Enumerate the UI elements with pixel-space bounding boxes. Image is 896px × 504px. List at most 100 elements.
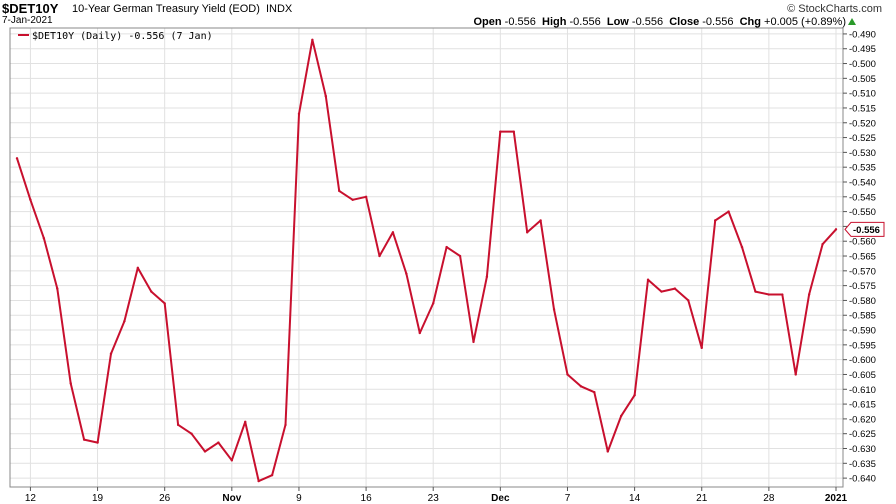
data-point [123,319,126,323]
chart-title: 10-Year German Treasury Yield (EOD) INDX [72,3,292,15]
data-point [42,237,46,240]
x-tick-label: 14 [629,493,641,504]
grid [10,28,843,487]
data-point [472,340,475,344]
x-axis: 12 19 26 Nov 9 16 23 Dec 7 14 21 28 2021 [25,487,848,504]
y-tick-label: -0.490 [849,29,876,40]
data-point [458,254,462,258]
open-value: -0.556 [504,16,536,28]
data-point [190,432,193,435]
y-tick-label: -0.550 [849,207,876,218]
data-point [56,287,59,290]
y-tick-label: -0.520 [849,118,876,129]
y-tick-label: -0.605 [849,370,876,381]
y-tick-label: -0.565 [849,252,876,263]
close-value: -0.556 [702,16,734,28]
y-tick-label: -0.585 [849,311,876,322]
last-value-flag [844,221,885,237]
data-point [485,275,489,278]
data-point [163,302,166,305]
data-point [593,391,596,394]
x-tick-label: 26 [159,493,171,504]
data-point [566,373,569,376]
data-point [284,423,287,427]
legend: $DET10Y (Daily) -0.556 (7 Jan) [18,31,213,42]
last-value-marker: -0.556 [844,221,885,237]
data-point [539,219,542,222]
chg-value: +0.005 (+0.89%) [764,16,846,28]
data-point [740,245,744,249]
chg-label: Chg [739,16,761,28]
y-tick-label: -0.590 [849,326,876,337]
high-value: -0.556 [569,16,601,28]
y-tick-label: -0.610 [849,385,876,396]
data-point [727,210,730,213]
data-point [552,308,556,311]
data-point [418,331,421,335]
legend-label: $DET10Y (Daily) -0.556 (7 Jan) [32,31,213,42]
data-point [29,198,32,201]
data-point [257,479,260,483]
x-tick-label: 23 [428,493,440,504]
data-point [834,228,838,231]
data-point [338,189,341,193]
data-point [69,382,72,385]
data-point [499,130,502,133]
data-point [781,293,784,296]
data-point [713,219,717,222]
y-tick-label: -0.540 [849,177,876,188]
brand-watermark[interactable]: © StockCharts.com [787,3,882,15]
data-point [579,385,583,388]
data-point [633,394,636,397]
y-tick-label: -0.635 [849,459,876,470]
data-point [82,438,86,441]
data-point [96,441,99,444]
data-point [230,459,234,462]
plot-frame [9,27,844,488]
data-point [311,38,314,42]
y-tick-label: -0.600 [849,355,876,366]
data-point [660,290,663,293]
y-tick-label: -0.515 [849,103,876,114]
x-tick-label: Dec [491,493,510,504]
data-point [364,195,368,198]
data-point [687,299,690,302]
data-point [405,272,408,275]
y-tick-label: -0.505 [849,74,876,85]
data-point [244,420,247,424]
data-point [767,293,771,296]
data-point [136,266,140,270]
chart-symbol: $DET10Y [2,1,59,16]
x-tick-label: 9 [296,493,302,504]
data-point [525,231,529,234]
up-arrow-icon [848,18,856,25]
y-tick-label: -0.615 [849,400,876,411]
data-point [619,414,623,418]
chart-date: 7-Jan-2021 [2,15,53,26]
y-tick-label: -0.525 [849,133,876,144]
data-point [807,293,811,296]
chart-title-text: 10-Year German Treasury Yield (EOD) [72,3,260,15]
x-tick-label: 7 [565,493,571,504]
x-tick-label: 19 [92,493,104,504]
data-point [109,352,113,355]
data-point [324,94,328,98]
x-tick-label: 28 [763,493,775,504]
data-point [673,287,677,290]
data-point [270,473,274,477]
data-point [512,130,515,133]
y-tick-label: -0.620 [849,414,876,425]
data-point [150,290,153,293]
y-tick-label: -0.580 [849,296,876,307]
low-label: Low [606,16,629,28]
data-point [646,278,650,281]
x-tick-label: 12 [25,493,37,504]
y-tick-label: -0.500 [849,59,876,70]
close-label: Close [669,16,700,28]
data-point [176,423,180,427]
data-point [15,157,19,160]
data-point [606,450,609,453]
y-tick-label: -0.570 [849,266,876,277]
series [15,38,838,483]
